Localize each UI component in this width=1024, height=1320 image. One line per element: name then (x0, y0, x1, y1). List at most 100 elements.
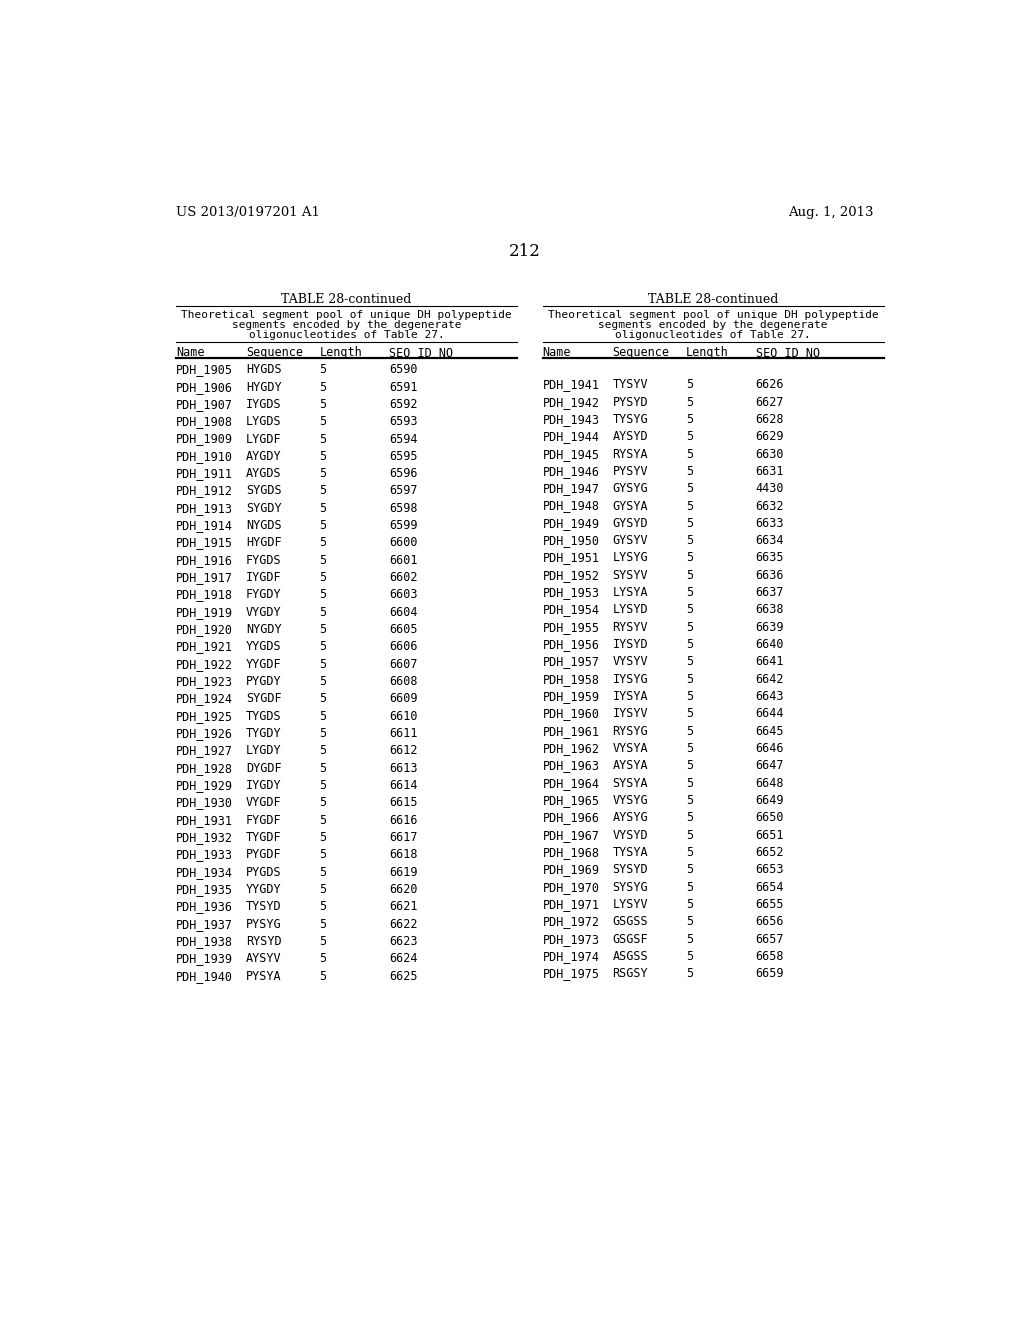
Text: 5: 5 (319, 450, 327, 463)
Text: TYSYG: TYSYG (612, 413, 648, 426)
Text: 5: 5 (686, 759, 693, 772)
Text: PYGDS: PYGDS (246, 866, 282, 879)
Text: 6601: 6601 (389, 554, 418, 566)
Text: GYSYD: GYSYD (612, 517, 648, 529)
Text: PYSYA: PYSYA (246, 970, 282, 982)
Text: 6634: 6634 (756, 535, 784, 548)
Text: 5: 5 (686, 863, 693, 876)
Text: GYSYA: GYSYA (612, 499, 648, 512)
Text: 6597: 6597 (389, 484, 418, 498)
Text: YYGDS: YYGDS (246, 640, 282, 653)
Text: 6631: 6631 (756, 465, 784, 478)
Text: PDH_1944: PDH_1944 (543, 430, 600, 444)
Text: 5: 5 (686, 620, 693, 634)
Text: 5: 5 (319, 433, 327, 446)
Text: 6605: 6605 (389, 623, 418, 636)
Text: 6607: 6607 (389, 657, 418, 671)
Text: 6590: 6590 (389, 363, 418, 376)
Text: 5: 5 (319, 397, 327, 411)
Text: LYSYD: LYSYD (612, 603, 648, 616)
Text: 5: 5 (686, 915, 693, 928)
Text: 5: 5 (319, 796, 327, 809)
Text: PDH_1931: PDH_1931 (176, 813, 233, 826)
Text: HYGDF: HYGDF (246, 536, 282, 549)
Text: 6657: 6657 (756, 933, 784, 945)
Text: 5: 5 (319, 519, 327, 532)
Text: 5: 5 (686, 396, 693, 409)
Text: PDH_1966: PDH_1966 (543, 812, 600, 825)
Text: PDH_1934: PDH_1934 (176, 866, 233, 879)
Text: Name: Name (543, 346, 571, 359)
Text: PDH_1952: PDH_1952 (543, 569, 600, 582)
Text: SYSYG: SYSYG (612, 880, 648, 894)
Text: PDH_1907: PDH_1907 (176, 397, 233, 411)
Text: PDH_1942: PDH_1942 (543, 396, 600, 409)
Text: PDH_1918: PDH_1918 (176, 589, 233, 602)
Text: VYSYV: VYSYV (612, 656, 648, 668)
Text: IYSYA: IYSYA (612, 690, 648, 704)
Text: 5: 5 (319, 484, 327, 498)
Text: PDH_1933: PDH_1933 (176, 849, 233, 862)
Text: PDH_1973: PDH_1973 (543, 933, 600, 945)
Text: 5: 5 (319, 554, 327, 566)
Text: 6608: 6608 (389, 675, 418, 688)
Text: SYGDF: SYGDF (246, 693, 282, 705)
Text: Sequence: Sequence (246, 346, 303, 359)
Text: 6600: 6600 (389, 536, 418, 549)
Text: PDH_1926: PDH_1926 (176, 727, 233, 741)
Text: SEQ ID NO: SEQ ID NO (389, 346, 454, 359)
Text: PDH_1946: PDH_1946 (543, 465, 600, 478)
Text: AYSYG: AYSYG (612, 812, 648, 825)
Text: 5: 5 (319, 744, 327, 758)
Text: 6648: 6648 (756, 776, 784, 789)
Text: PDH_1920: PDH_1920 (176, 623, 233, 636)
Text: 5: 5 (686, 482, 693, 495)
Text: 5: 5 (319, 363, 327, 376)
Text: 6595: 6595 (389, 450, 418, 463)
Text: 6639: 6639 (756, 620, 784, 634)
Text: 6655: 6655 (756, 898, 784, 911)
Text: VYGDF: VYGDF (246, 796, 282, 809)
Text: PDH_1927: PDH_1927 (176, 744, 233, 758)
Text: 6591: 6591 (389, 380, 418, 393)
Text: PDH_1958: PDH_1958 (543, 673, 600, 686)
Text: IYGDF: IYGDF (246, 572, 282, 585)
Text: PDH_1908: PDH_1908 (176, 416, 233, 428)
Text: PDH_1971: PDH_1971 (543, 898, 600, 911)
Text: 6641: 6641 (756, 656, 784, 668)
Text: 6599: 6599 (389, 519, 418, 532)
Text: 5: 5 (686, 933, 693, 945)
Text: IYSYV: IYSYV (612, 708, 648, 721)
Text: PDH_1909: PDH_1909 (176, 433, 233, 446)
Text: RSGSY: RSGSY (612, 968, 648, 981)
Text: RYSYD: RYSYD (246, 935, 282, 948)
Text: US 2013/0197201 A1: US 2013/0197201 A1 (176, 206, 319, 219)
Text: 5: 5 (686, 447, 693, 461)
Text: SEQ ID NO: SEQ ID NO (756, 346, 820, 359)
Text: 6645: 6645 (756, 725, 784, 738)
Text: 6611: 6611 (389, 727, 418, 741)
Text: LYSYA: LYSYA (612, 586, 648, 599)
Text: 6659: 6659 (756, 968, 784, 981)
Text: PDH_1905: PDH_1905 (176, 363, 233, 376)
Text: VYSYG: VYSYG (612, 795, 648, 807)
Text: 6618: 6618 (389, 849, 418, 862)
Text: 6628: 6628 (756, 413, 784, 426)
Text: PDH_1928: PDH_1928 (176, 762, 233, 775)
Text: 5: 5 (319, 779, 327, 792)
Text: segments encoded by the degenerate: segments encoded by the degenerate (598, 321, 827, 330)
Text: PDH_1955: PDH_1955 (543, 620, 600, 634)
Text: Name: Name (176, 346, 205, 359)
Text: AYSYD: AYSYD (612, 430, 648, 444)
Text: 6644: 6644 (756, 708, 784, 721)
Text: 5: 5 (319, 589, 327, 602)
Text: 5: 5 (686, 968, 693, 981)
Text: 6606: 6606 (389, 640, 418, 653)
Text: 5: 5 (686, 673, 693, 686)
Text: IYSYG: IYSYG (612, 673, 648, 686)
Text: LYGDY: LYGDY (246, 744, 282, 758)
Text: PYSYG: PYSYG (246, 917, 282, 931)
Text: 5: 5 (319, 866, 327, 879)
Text: 5: 5 (319, 502, 327, 515)
Text: 6593: 6593 (389, 416, 418, 428)
